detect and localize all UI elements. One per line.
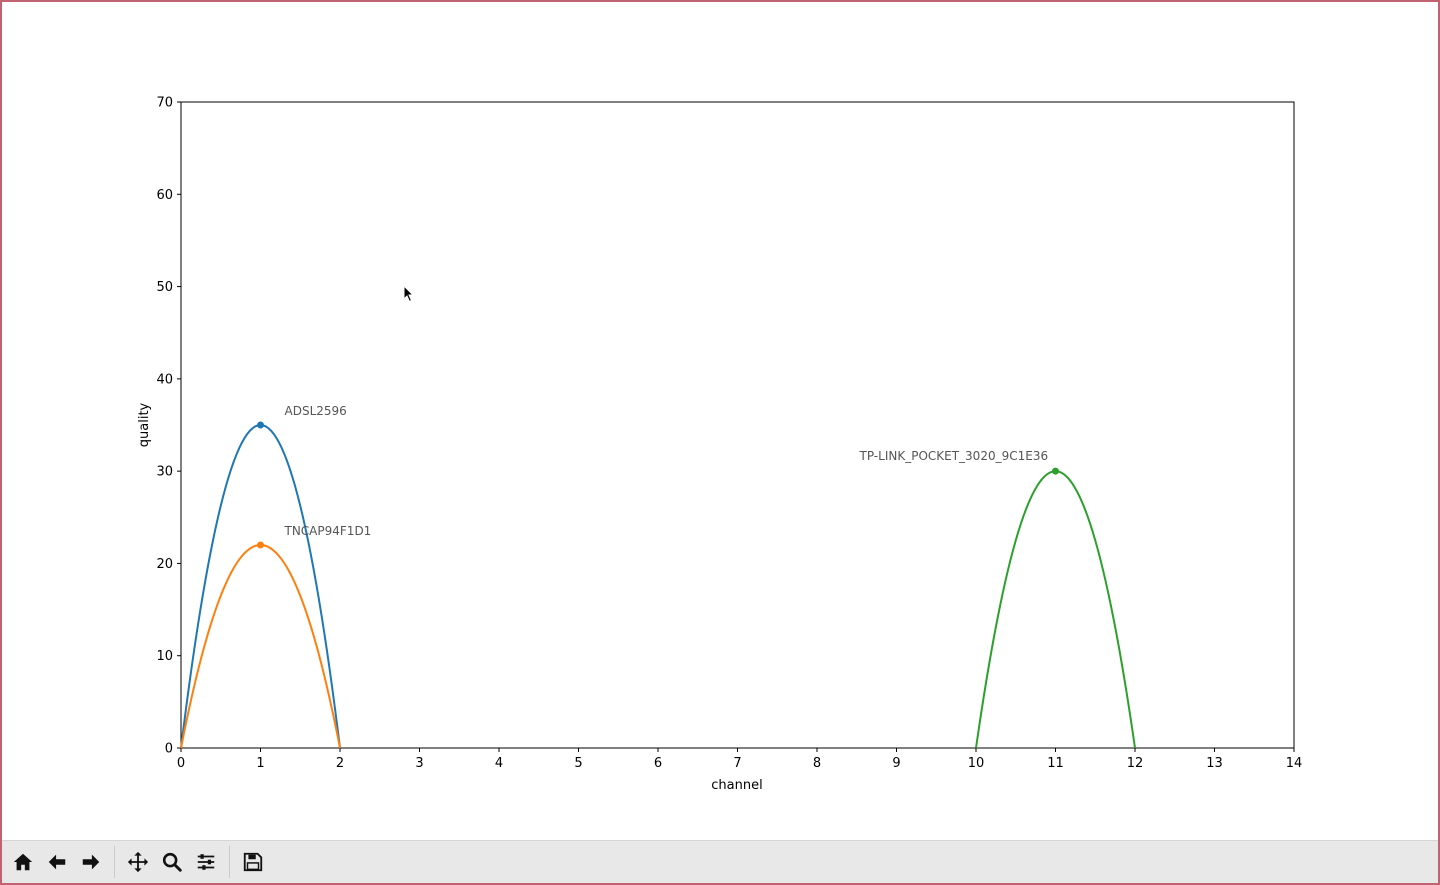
y-tick-label: 50 bbox=[156, 280, 173, 295]
floppy-disk-icon bbox=[243, 852, 263, 872]
back-button[interactable] bbox=[40, 845, 74, 879]
x-tick-label: 14 bbox=[1286, 756, 1303, 771]
series-line bbox=[180, 423, 341, 749]
peak-marker bbox=[1052, 467, 1059, 475]
series-label: ADSL2596 bbox=[285, 404, 347, 418]
x-tick-label: 13 bbox=[1206, 756, 1223, 771]
series-line bbox=[975, 470, 1136, 749]
y-tick-label: 10 bbox=[156, 649, 173, 664]
magnifier-icon bbox=[162, 852, 182, 872]
home-icon bbox=[13, 853, 33, 871]
move-icon bbox=[127, 851, 149, 873]
configure-subplots-button[interactable] bbox=[189, 845, 223, 879]
x-tick-label: 9 bbox=[892, 756, 900, 771]
y-tick-label: 70 bbox=[156, 96, 173, 111]
arrow-right-icon bbox=[82, 854, 100, 870]
y-tick-label: 40 bbox=[156, 372, 173, 387]
zoom-button[interactable] bbox=[155, 845, 189, 879]
series-line bbox=[180, 543, 341, 749]
arrow-left-icon bbox=[48, 854, 66, 870]
y-tick-label: 60 bbox=[156, 188, 173, 203]
y-tick-label: 0 bbox=[165, 742, 173, 757]
x-tick-label: 0 bbox=[177, 756, 185, 771]
x-tick-label: 3 bbox=[415, 756, 423, 771]
home-button[interactable] bbox=[6, 845, 40, 879]
x-tick-label: 6 bbox=[654, 756, 662, 771]
axes-frame bbox=[180, 101, 1295, 749]
x-tick-label: 5 bbox=[574, 756, 582, 771]
navigation-toolbar bbox=[2, 840, 1438, 883]
x-axis-label: channel bbox=[711, 778, 762, 793]
x-tick-label: 12 bbox=[1127, 756, 1144, 771]
forward-button[interactable] bbox=[74, 845, 108, 879]
y-tick-label: 20 bbox=[156, 557, 173, 572]
y-tick-label: 30 bbox=[156, 465, 173, 480]
series-label: TNCAP94F1D1 bbox=[284, 524, 372, 538]
toolbar-separator bbox=[114, 846, 115, 878]
x-tick-label: 7 bbox=[733, 756, 741, 771]
y-axis-ticks: 0 10 20 30 40 50 60 70 bbox=[156, 96, 181, 757]
peak-marker bbox=[257, 541, 264, 549]
x-tick-label: 4 bbox=[495, 756, 503, 771]
x-axis-ticks: 0 1 2 3 4 5 6 7 8 9 10 11 12 13 14 bbox=[177, 748, 1302, 771]
x-tick-label: 8 bbox=[813, 756, 821, 771]
x-tick-label: 11 bbox=[1047, 756, 1064, 771]
peak-marker bbox=[257, 421, 264, 429]
x-tick-label: 1 bbox=[256, 756, 264, 771]
mouse-cursor-icon bbox=[403, 285, 415, 303]
x-tick-label: 10 bbox=[968, 756, 985, 771]
pan-button[interactable] bbox=[121, 845, 155, 879]
save-button[interactable] bbox=[236, 845, 270, 879]
x-tick-label: 2 bbox=[336, 756, 344, 771]
y-axis-label: quality bbox=[137, 402, 152, 447]
series-label: TP-LINK_POCKET_3020_9C1E36 bbox=[859, 449, 1049, 463]
plot-area[interactable]: 0 1 2 3 4 5 6 7 8 9 10 11 12 13 14 0 10 20 30 40 50 60 70 ADS… bbox=[2, 2, 1438, 840]
series-curves: ADSL2596 TNCAP94F1D1 TP-LINK_POCKET_3020_9… bbox=[180, 404, 1136, 749]
sliders-icon bbox=[197, 854, 215, 870]
toolbar-separator bbox=[229, 846, 230, 878]
